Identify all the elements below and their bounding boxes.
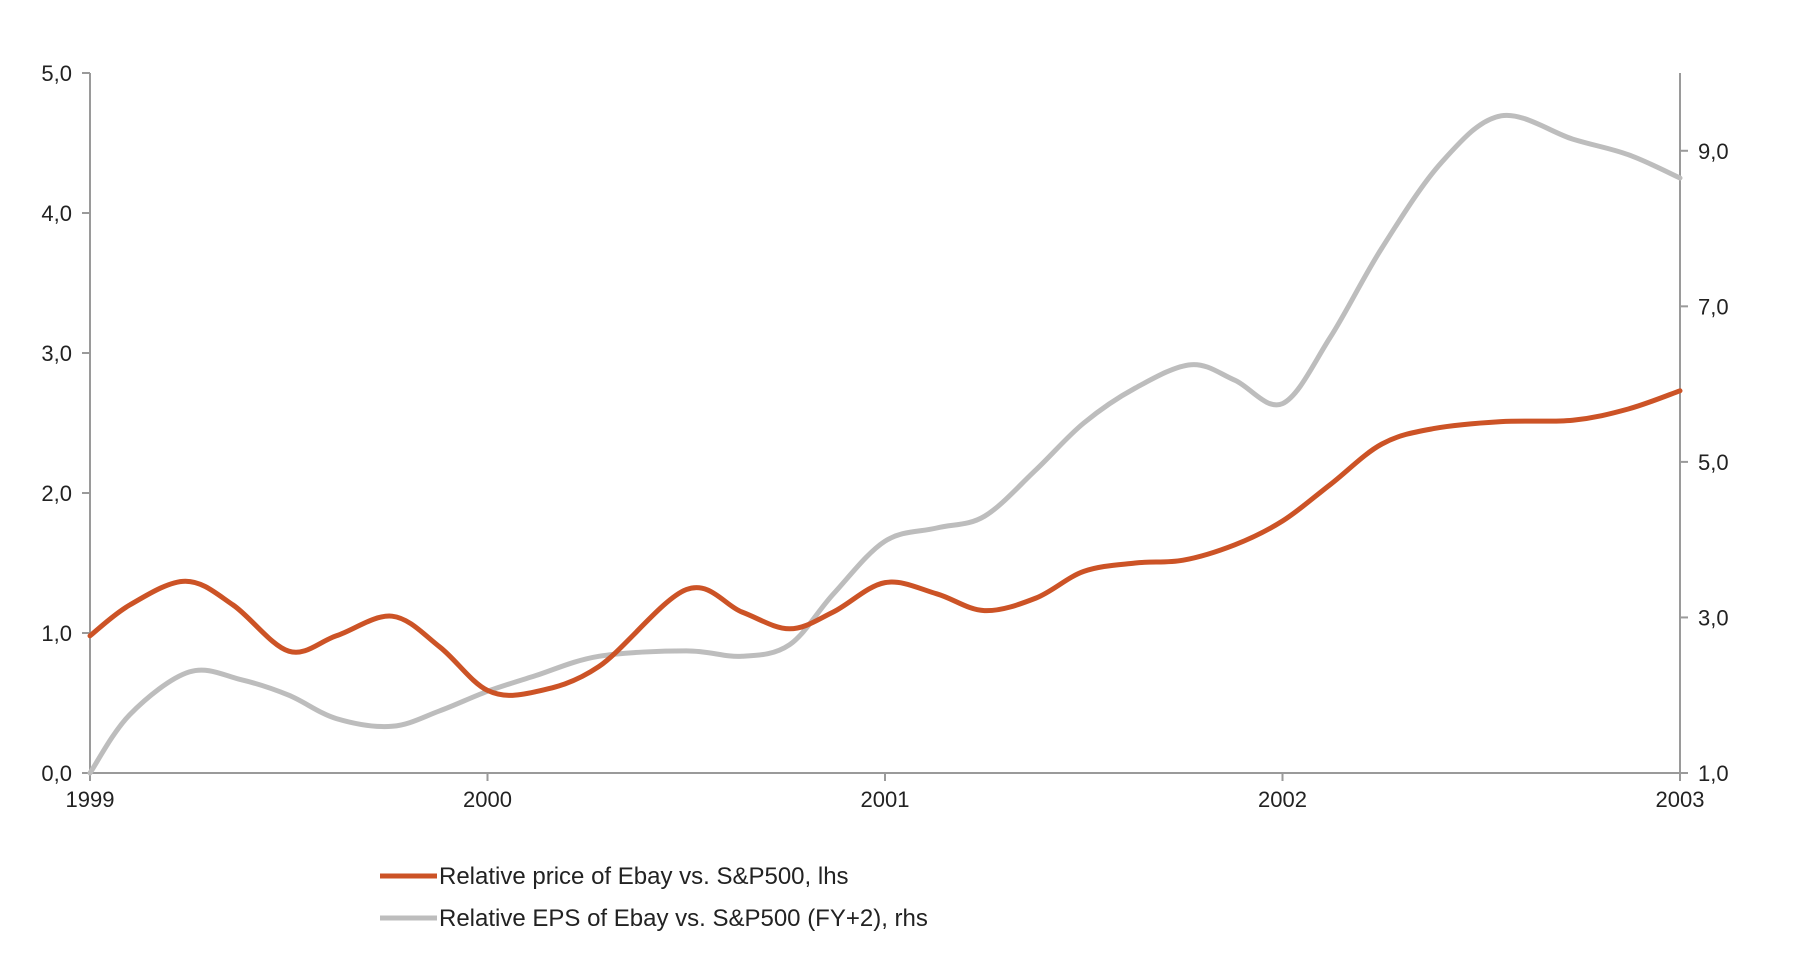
x-tick-label: 2002 (1258, 787, 1307, 812)
right-y-tick-label: 9,0 (1698, 139, 1729, 164)
left-y-tick-label: 2,0 (41, 481, 72, 506)
axes: 0,0 1,0 2,0 3,0 4,0 5,0 1,0 3,0 5,0 7,0 9,0 1999 200… (41, 61, 1728, 812)
legend-label-relative-eps: Relative EPS of Ebay vs. S&P500 (FY+2), … (439, 905, 928, 932)
right-y-tick-label: 1,0 (1698, 761, 1729, 786)
series-line-relative-price (87, 388, 1683, 698)
x-tick-label: 2000 (463, 787, 512, 812)
x-tick-label: 2001 (861, 787, 910, 812)
right-y-tick-label: 5,0 (1698, 450, 1729, 475)
left-y-tick-label: 5,0 (41, 61, 72, 86)
x-tick-label: 1999 (66, 787, 115, 812)
right-y-tick-label: 7,0 (1698, 294, 1729, 319)
series-lines (87, 112, 1683, 776)
left-y-tick-label: 1,0 (41, 621, 72, 646)
legend: Relative price of Ebay vs. S&P500, lhs Re… (380, 863, 928, 932)
left-y-tick-label: 3,0 (41, 341, 72, 366)
left-y-tick-label: 4,0 (41, 201, 72, 226)
series-line-relative-eps (87, 112, 1683, 776)
right-y-tick-label: 3,0 (1698, 605, 1729, 630)
x-tick-label: 2003 (1656, 787, 1705, 812)
legend-label-relative-price: Relative price of Ebay vs. S&P500, lhs (439, 863, 849, 890)
left-y-tick-label: 0,0 (41, 761, 72, 786)
